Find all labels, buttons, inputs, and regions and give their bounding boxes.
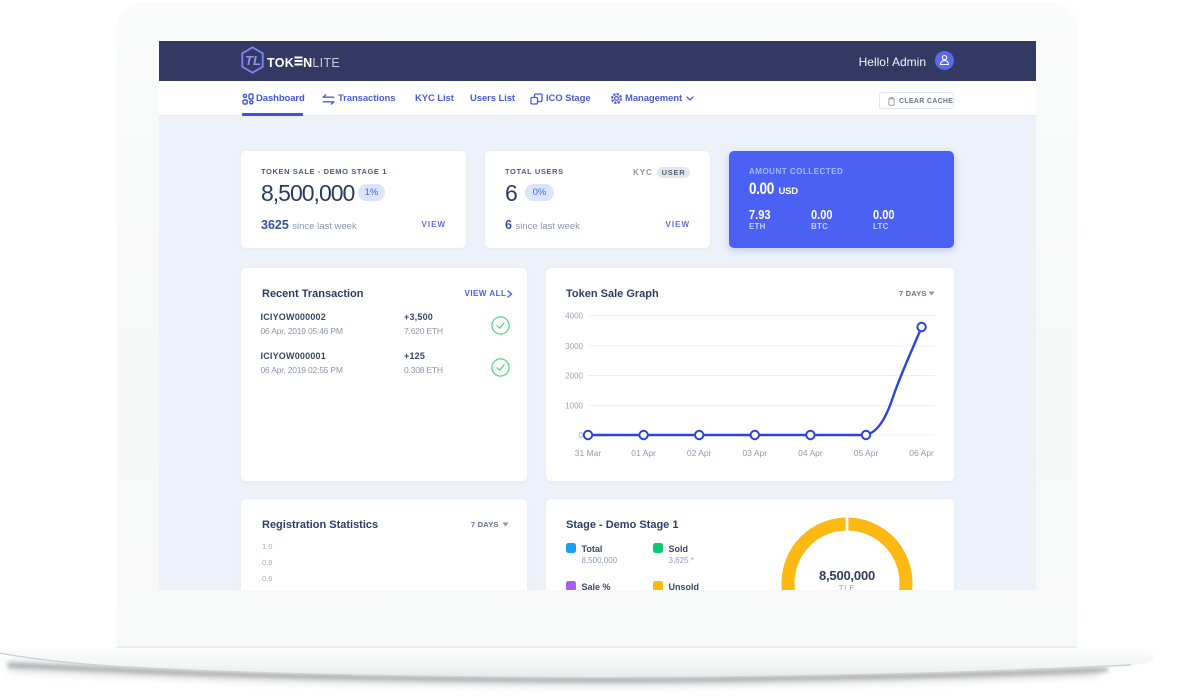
svg-text:03 Apr: 03 Apr — [743, 448, 768, 458]
svg-text:02 Apr: 02 Apr — [687, 448, 712, 458]
svg-text:4000: 4000 — [565, 312, 583, 321]
svg-text:0: 0 — [579, 431, 584, 440]
svg-text:01 Apr: 01 Apr — [631, 448, 656, 458]
svg-text:1000: 1000 — [565, 401, 583, 410]
svg-text:31 Mar: 31 Mar — [575, 448, 602, 458]
svg-text:3000: 3000 — [565, 342, 583, 351]
svg-text:2000: 2000 — [565, 371, 583, 380]
svg-text:04 Apr: 04 Apr — [798, 448, 823, 458]
svg-text:06 Apr: 06 Apr — [909, 448, 934, 458]
svg-text:TL: TL — [245, 53, 261, 68]
svg-text:05 Apr: 05 Apr — [854, 448, 879, 458]
